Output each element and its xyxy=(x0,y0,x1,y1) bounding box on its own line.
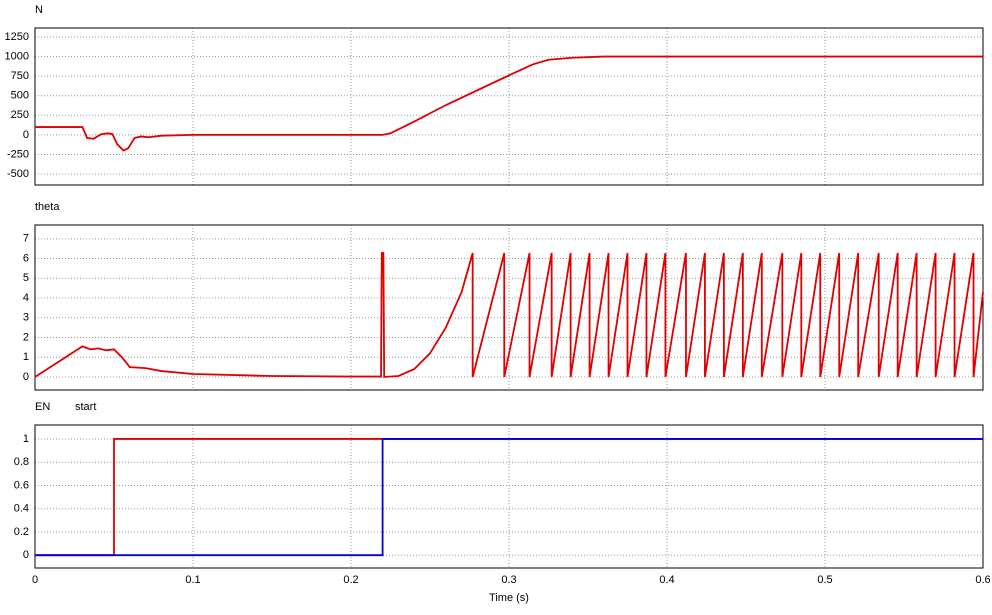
x-tick-label: 0.2 xyxy=(343,574,358,586)
x-tick-label: 0.3 xyxy=(501,574,516,586)
legend-label: EN xyxy=(35,401,50,413)
y-tick-label: 0.4 xyxy=(14,503,29,515)
plot-frame xyxy=(34,224,984,391)
y-tick-label: 0 xyxy=(23,371,29,383)
y-tick-label: 1 xyxy=(23,351,29,363)
x-tick-label: 0.4 xyxy=(659,574,674,586)
y-tick-label: 0 xyxy=(23,549,29,561)
y-tick-label: 0.8 xyxy=(14,456,29,468)
legend-label: theta xyxy=(35,201,60,213)
y-tick-label: 0 xyxy=(23,129,29,141)
y-tick-label: 250 xyxy=(11,109,29,121)
plot-area xyxy=(35,425,983,568)
x-axis-title: Time (s) xyxy=(489,592,529,604)
y-tick-label: 6 xyxy=(23,252,29,264)
y-tick-label: 750 xyxy=(11,70,29,82)
x-tick-label: 0 xyxy=(32,574,38,586)
x-tick-label: 0.5 xyxy=(817,574,832,586)
y-tick-label: -500 xyxy=(7,168,29,180)
y-tick-label: 500 xyxy=(11,90,29,102)
plot-frame xyxy=(34,424,984,569)
y-tick-label: 1 xyxy=(23,433,29,445)
x-tick-label: 0.1 xyxy=(185,574,200,586)
y-tick-label: 5 xyxy=(23,272,29,284)
y-tick-label: 4 xyxy=(23,292,29,304)
legend-label: start xyxy=(75,401,96,413)
x-tick-label: 0.6 xyxy=(975,574,990,586)
plot-frame xyxy=(34,27,984,186)
y-tick-label: 1000 xyxy=(5,50,29,62)
y-tick-label: 1250 xyxy=(5,31,29,43)
y-tick-label: 3 xyxy=(23,312,29,324)
y-tick-label: 0.6 xyxy=(14,479,29,491)
legend-label: N xyxy=(35,4,43,16)
series-line xyxy=(35,55,983,152)
y-tick-label: 7 xyxy=(23,233,29,245)
series-line xyxy=(34,252,984,378)
y-tick-label: 2 xyxy=(23,331,29,343)
series-line xyxy=(35,438,983,557)
y-tick-label: 0.2 xyxy=(14,526,29,538)
y-tick-label: -250 xyxy=(7,148,29,160)
